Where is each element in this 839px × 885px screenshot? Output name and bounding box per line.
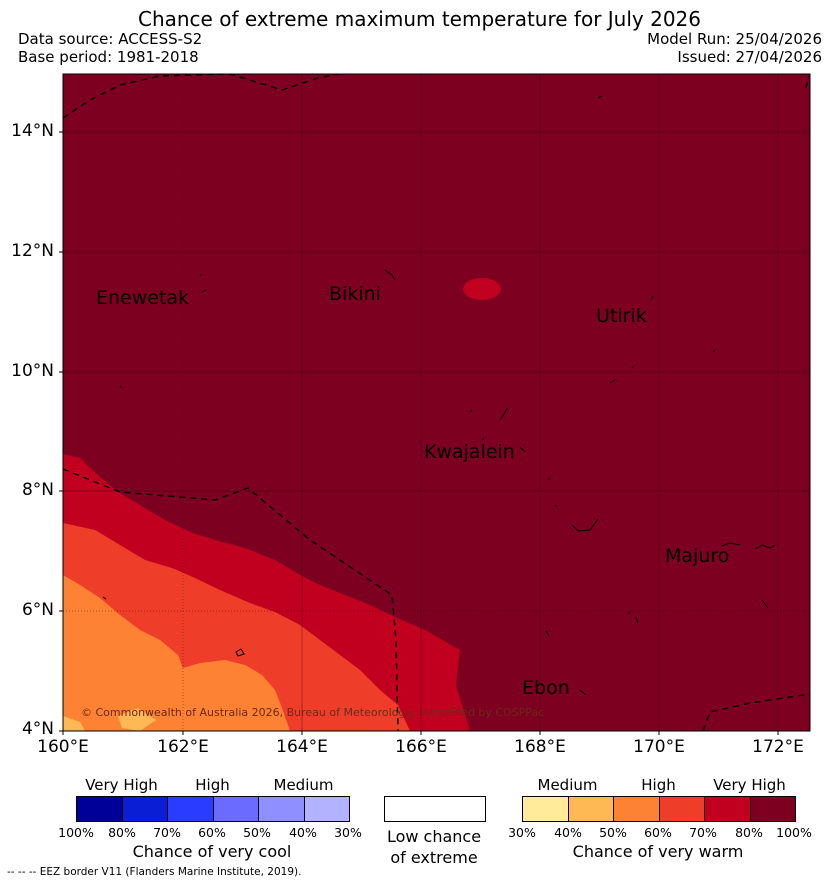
copyright-notice: © Commonwealth of Australia 2026, Bureau… [81, 706, 545, 719]
warm-swatch [523, 797, 569, 821]
lat-tick-label: 8°N [21, 480, 54, 500]
map-frame [62, 73, 811, 732]
place-label-majuro: Majuro [665, 545, 730, 567]
zone-40-50 [63, 708, 156, 731]
atolls [102, 95, 776, 696]
data-source: Data source: ACCESS-S2 [18, 30, 203, 48]
place-label-kwajalein: Kwajalein [424, 441, 515, 463]
cool-swatch [168, 797, 214, 821]
place-label-enewetak: Enewetak [96, 287, 190, 309]
warm-legend-title: Chance of very warm [572, 842, 744, 861]
warm-heading-very-high: Very High [713, 776, 786, 794]
cool-legend-title: Chance of very cool [132, 842, 292, 861]
warm-percent: 100% [776, 825, 812, 840]
lat-tick-label: 6°N [21, 600, 54, 620]
place-label-bikini: Bikini [329, 283, 381, 305]
issued-date: Issued: 27/04/2026 [677, 48, 822, 66]
chart-title: Chance of extreme maximum temperature fo… [137, 7, 701, 31]
warm-swatch [659, 797, 705, 821]
lon-tick-label: 170°E [633, 737, 685, 757]
eez-border [63, 74, 810, 731]
warm-percent: 40% [554, 825, 582, 840]
warm-percent: 50% [599, 825, 627, 840]
warm-colorbar [522, 796, 796, 822]
base-period: Base period: 1981-2018 [18, 48, 199, 66]
lon-tick-label: 166°E [395, 737, 447, 757]
warm-heading-medium: Medium [537, 776, 598, 794]
low-chance-swatch [384, 796, 486, 822]
cool-percent: 50% [243, 825, 271, 840]
cool-percent: 30% [334, 825, 362, 840]
cool-percent: 70% [153, 825, 181, 840]
lat-tick-label: 10°N [11, 361, 54, 381]
lat-tick-label: 4°N [21, 719, 54, 739]
lon-tick-label: 172°E [752, 737, 804, 757]
cool-swatch [122, 797, 168, 821]
probability-field [63, 74, 810, 731]
cool-percent: 80% [108, 825, 136, 840]
cool-heading-high: High [195, 776, 230, 794]
warm-swatch [614, 797, 660, 821]
zone-hotspot [463, 278, 501, 300]
place-label-ebon: Ebon [522, 677, 570, 699]
warm-percent: 70% [689, 825, 717, 840]
cool-heading-medium: Medium [273, 776, 334, 794]
lon-tick-label: 160°E [37, 737, 89, 757]
graticule [63, 74, 810, 731]
warm-swatch [568, 797, 614, 821]
warm-percent: 30% [508, 825, 536, 840]
warm-swatch [705, 797, 751, 821]
low-chance-line1: Low chance [386, 827, 482, 846]
cool-heading-very-high: Very High [85, 776, 158, 794]
lon-tick-label: 164°E [276, 737, 328, 757]
low-chance-line2: of extreme [390, 848, 478, 867]
lon-tick-label: 168°E [514, 737, 566, 757]
lat-tick-label: 12°N [11, 241, 54, 261]
warm-percent: 80% [735, 825, 763, 840]
warm-swatch [750, 797, 795, 821]
cool-colorbar [76, 796, 350, 822]
model-run: Model Run: 25/04/2026 [647, 30, 822, 48]
axis-ticks [59, 131, 779, 735]
cool-percent: 100% [58, 825, 94, 840]
cool-percent: 40% [289, 825, 317, 840]
cool-swatch [304, 797, 349, 821]
cool-swatch [259, 797, 305, 821]
cool-swatch [77, 797, 123, 821]
warm-percent: 60% [644, 825, 672, 840]
place-label-utirik: Utirik [596, 305, 647, 327]
cool-percent: 60% [198, 825, 226, 840]
lat-tick-label: 14°N [11, 121, 54, 141]
eez-footnote: -- -- -- EEZ border V11 (Flanders Marine… [7, 866, 302, 878]
cool-swatch [213, 797, 259, 821]
lon-tick-label: 162°E [157, 737, 209, 757]
zone-50-60 [63, 575, 290, 731]
warm-heading-high: High [641, 776, 676, 794]
